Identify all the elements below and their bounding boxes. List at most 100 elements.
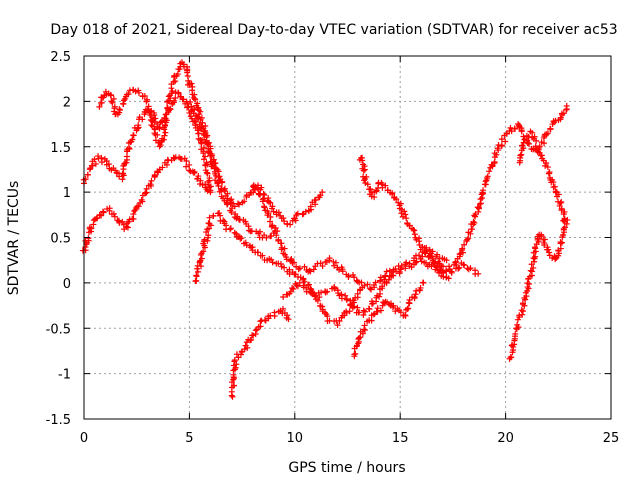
data-point: [314, 297, 321, 304]
data-point: [486, 168, 493, 175]
data-point: [152, 126, 159, 133]
data-point: [445, 275, 452, 282]
data-point: [361, 322, 368, 329]
data-point: [269, 259, 276, 266]
data-point: [471, 212, 478, 219]
data-point: [159, 118, 166, 125]
data-point: [130, 211, 137, 218]
data-point: [403, 259, 410, 266]
x-tick-label: 5: [185, 431, 193, 446]
data-point: [346, 308, 353, 315]
data-point: [159, 164, 166, 171]
data-point: [281, 264, 288, 271]
data-point: [206, 214, 213, 221]
data-point: [422, 250, 429, 257]
data-point: [307, 203, 314, 210]
data-point: [290, 286, 297, 293]
data-point: [98, 159, 105, 166]
data-point: [431, 259, 438, 266]
data-point: [359, 330, 366, 337]
data-point: [269, 222, 276, 229]
data-point: [351, 274, 358, 281]
data-point: [358, 279, 365, 286]
data-point: [564, 216, 571, 223]
data-point: [356, 334, 363, 341]
data-point: [307, 268, 314, 275]
data-point: [259, 198, 266, 205]
data-point: [461, 262, 468, 269]
data-point: [141, 92, 148, 99]
data-point: [116, 173, 123, 180]
data-point: [254, 185, 261, 192]
data-point: [361, 177, 368, 184]
data-point: [129, 136, 136, 143]
data-point: [339, 268, 346, 275]
data-point: [217, 212, 224, 219]
data-point: [538, 233, 545, 240]
data-point: [560, 211, 567, 218]
x-tick-label: 15: [392, 431, 409, 446]
data-point: [551, 183, 558, 190]
data-point: [412, 259, 419, 266]
data-point: [234, 200, 241, 207]
data-point: [281, 218, 288, 225]
data-points: [79, 59, 571, 400]
data-point: [310, 266, 317, 273]
data-point: [305, 281, 312, 288]
data-point: [429, 248, 436, 255]
data-point: [558, 198, 565, 205]
data-point: [289, 285, 296, 292]
data-point: [125, 145, 132, 152]
data-point: [469, 226, 476, 233]
data-point: [187, 98, 194, 105]
data-point: [319, 263, 326, 270]
data-point: [120, 100, 127, 107]
data-point: [269, 203, 276, 210]
series-arc-j: [351, 279, 427, 360]
data-point: [364, 181, 371, 188]
data-point: [541, 236, 548, 243]
data-point: [249, 332, 256, 339]
data-point: [543, 131, 550, 138]
data-point: [172, 78, 179, 85]
data-point: [257, 318, 264, 325]
data-point: [378, 179, 385, 186]
data-point: [205, 220, 212, 227]
data-point: [151, 172, 158, 179]
data-point: [361, 282, 368, 289]
data-point: [546, 249, 553, 256]
data-point: [295, 266, 302, 273]
data-point: [493, 151, 500, 158]
data-point: [528, 268, 535, 275]
data-point: [390, 272, 397, 279]
data-point: [427, 253, 434, 260]
data-point: [397, 309, 404, 316]
data-point: [545, 246, 552, 253]
data-point: [296, 279, 303, 286]
data-point: [204, 170, 211, 177]
data-point: [84, 171, 91, 178]
data-point: [372, 279, 379, 286]
data-point: [227, 225, 234, 232]
data-point: [332, 259, 339, 266]
data-point: [215, 168, 222, 175]
data-point: [139, 116, 146, 123]
data-point: [417, 284, 424, 291]
data-point: [360, 167, 367, 174]
data-point: [195, 115, 202, 122]
data-point: [550, 179, 557, 186]
data-point: [135, 203, 142, 210]
data-point: [82, 244, 89, 251]
data-point: [306, 267, 313, 274]
data-point: [116, 107, 123, 114]
data-point: [319, 189, 326, 196]
data-point: [507, 124, 514, 131]
data-point: [221, 186, 228, 193]
data-point: [467, 265, 474, 272]
data-point: [210, 212, 217, 219]
y-tick-label: 0.5: [50, 232, 71, 247]
data-point: [484, 173, 491, 180]
data-point: [535, 238, 542, 245]
data-point: [541, 242, 548, 249]
data-point: [390, 302, 397, 309]
